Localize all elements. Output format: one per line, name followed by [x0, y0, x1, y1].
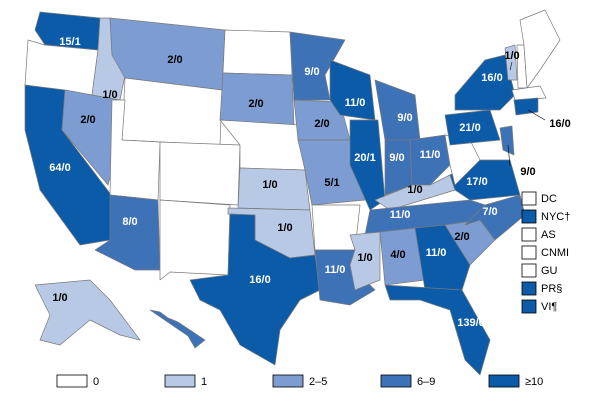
legend-label: 2–5 — [309, 376, 327, 388]
region — [384, 284, 491, 376]
territories: DC NYC† AS CNMI GU PR§ VI¶ — [521, 191, 570, 314]
region-label: 11/0 — [325, 264, 346, 276]
region-label: 8/0 — [202, 324, 217, 336]
territory-label: NYC† — [541, 211, 570, 223]
legend-swatch — [488, 374, 520, 388]
leader-line — [527, 109, 546, 121]
region — [329, 59, 376, 121]
territory-swatch — [521, 263, 537, 278]
region — [374, 79, 421, 141]
region — [159, 141, 241, 206]
region — [159, 199, 231, 281]
region — [94, 194, 161, 271]
region — [34, 279, 141, 346]
region — [513, 97, 539, 116]
territory-swatch — [521, 191, 537, 206]
region — [414, 224, 471, 291]
region — [511, 85, 547, 101]
region-label: 2/0 — [248, 98, 263, 110]
region-labels: 15/164/02/01/02/08/02/01/01/016/09/02/05… — [49, 36, 570, 336]
region — [499, 125, 515, 156]
region-label: 1/0 — [407, 184, 422, 196]
region-label: 7/0 — [482, 206, 497, 218]
region-label: 1/0 — [504, 50, 519, 62]
legend-label: ≥10 — [525, 376, 543, 388]
region-label: 1/0 — [52, 292, 67, 304]
region-label: 11/0 — [420, 149, 441, 161]
territory-label: PR§ — [541, 283, 562, 295]
legend: 0 1 2–5 6–9 ≥10 — [56, 374, 543, 388]
region-label: 20/1 — [354, 152, 375, 164]
region-label: 16/0 — [481, 72, 502, 84]
leader-line — [507, 144, 511, 167]
region-label: 9/0 — [520, 166, 535, 178]
region-label: 9/0 — [397, 112, 412, 124]
region-label: 139/0 — [457, 317, 485, 329]
region-label: 16/0 — [249, 274, 270, 286]
territory-label: GU — [541, 265, 558, 277]
region-label: 11/0 — [426, 247, 447, 259]
region-label: 15/1 — [59, 36, 80, 48]
legend-swatch — [164, 374, 196, 388]
region-label: 11/0 — [345, 97, 366, 109]
region-label: 2/0 — [454, 231, 469, 243]
region — [222, 29, 293, 76]
region-label: 8/0 — [122, 216, 137, 228]
region-label: 4/0 — [390, 249, 405, 261]
region — [349, 119, 386, 211]
region — [504, 44, 518, 81]
region-label: 11/0 — [390, 209, 411, 221]
region-label: 17/0 — [466, 176, 487, 188]
legend-label: 6–9 — [417, 376, 435, 388]
territory-swatch — [521, 227, 537, 242]
territory-swatch — [521, 299, 537, 314]
territory-label: DC — [541, 193, 557, 205]
territory-swatch — [521, 209, 537, 224]
legend-swatch — [272, 374, 304, 388]
region — [121, 77, 223, 146]
territory-label: AS — [541, 229, 556, 241]
legend-label: 1 — [201, 376, 207, 388]
region-label: 21/0 — [459, 122, 480, 134]
region — [189, 213, 321, 366]
region-label: 1/0 — [277, 222, 292, 234]
legend-swatch — [56, 374, 88, 388]
region-label: 9/0 — [389, 152, 404, 164]
region-label: 1/0 — [102, 89, 117, 101]
region-label: 2/0 — [80, 114, 95, 126]
legend-label: 0 — [93, 376, 99, 388]
legend-swatch — [380, 374, 412, 388]
region-label: 2/0 — [167, 54, 182, 66]
territory-swatch — [521, 281, 537, 296]
region-label: 2/0 — [314, 118, 329, 130]
region — [289, 31, 346, 101]
region-label: 5/1 — [324, 177, 339, 189]
region — [519, 9, 561, 89]
territory-label: VI¶ — [541, 301, 557, 313]
region — [297, 139, 366, 206]
region-label: 1/0 — [262, 179, 277, 191]
region-label: 9/0 — [304, 66, 319, 78]
region-label: 64/0 — [49, 162, 70, 174]
region-label: 1/0 — [357, 252, 372, 264]
region — [444, 109, 501, 146]
territory-swatch — [521, 245, 537, 260]
region-label: 16/0 — [549, 118, 570, 130]
region — [409, 134, 451, 186]
regions — [24, 9, 561, 376]
territory-label: CNMI — [541, 247, 569, 259]
region — [149, 309, 206, 349]
leader-line — [509, 61, 513, 71]
